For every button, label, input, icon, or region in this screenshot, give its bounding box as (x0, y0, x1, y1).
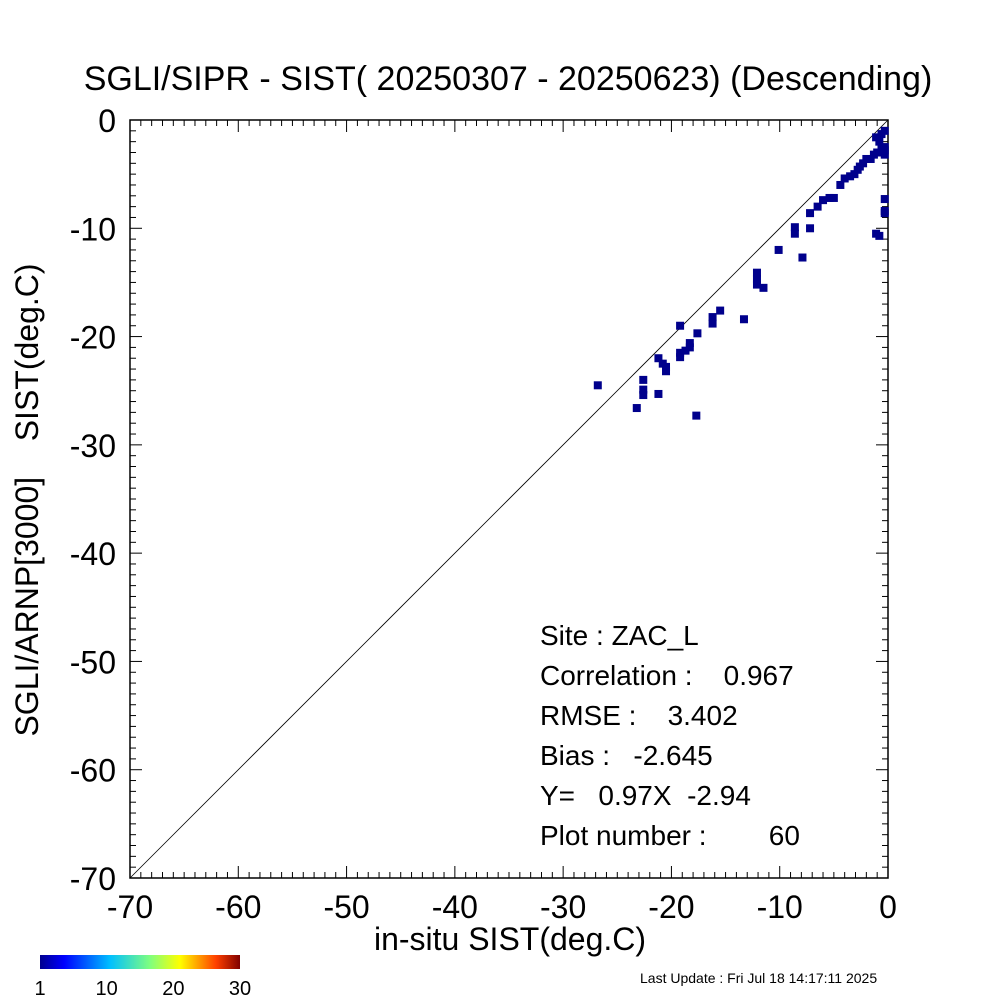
data-point (806, 209, 815, 218)
data-point (752, 268, 761, 277)
data-point (880, 150, 889, 159)
data-point (862, 154, 871, 163)
y-tick-label: -50 (70, 644, 116, 680)
data-point (877, 144, 886, 153)
colorbar (40, 955, 240, 969)
y-axis-label: SGLI/ARNP[3000] SIST(deg.C) (9, 263, 45, 736)
data-point (676, 348, 685, 357)
data-point (836, 180, 845, 189)
x-tick-label: -60 (215, 889, 261, 925)
y-tick-label: -60 (70, 753, 116, 789)
data-point (708, 313, 717, 322)
data-point (681, 346, 690, 355)
data-point (774, 245, 783, 254)
y-tick-label: -70 (70, 861, 116, 897)
x-tick-label: -50 (323, 889, 369, 925)
data-point (825, 193, 834, 202)
data-point (676, 353, 685, 362)
data-point (790, 223, 799, 232)
y-tick-label: -30 (70, 428, 116, 464)
data-point (875, 137, 884, 146)
data-point (866, 154, 875, 163)
data-point (859, 159, 868, 168)
data-point (850, 170, 859, 179)
data-point (639, 375, 648, 384)
data-point (877, 130, 886, 139)
data-point (880, 206, 889, 215)
stat-bias: Bias : -2.645 (540, 740, 713, 771)
y-tick-label: -20 (70, 320, 116, 356)
stat-plot-number: Plot number : 60 (540, 820, 800, 851)
data-point (829, 193, 838, 202)
x-tick-label: 0 (879, 889, 897, 925)
y-tick-label: -10 (70, 211, 116, 247)
data-point (875, 231, 884, 240)
data-point (654, 389, 663, 398)
colorbar-tick-label: 20 (162, 978, 184, 1000)
stat-regression: Y= 0.97X -2.94 (540, 780, 751, 811)
data-point (752, 280, 761, 289)
data-point (639, 391, 648, 400)
chart-title: SGLI/SIPR - SIST( 20250307 - 20250623) (… (84, 60, 933, 98)
last-update-text: Last Update : Fri Jul 18 14:17:11 2025 (640, 970, 878, 986)
stat-site: Site : ZAC_L (540, 620, 699, 651)
stat-rmse: RMSE : 3.402 (540, 700, 738, 731)
data-point (739, 315, 748, 324)
x-tick-label: -70 (107, 889, 153, 925)
data-point (819, 196, 828, 205)
x-tick-label: -20 (648, 889, 694, 925)
data-point (676, 321, 685, 330)
data-point (632, 404, 641, 413)
data-point (685, 339, 694, 348)
data-point (806, 224, 815, 233)
plot-area: -70 -60 -50 -40 -30 -20 -10 0 -70 -60 -50 -40 -30 -20… (70, 103, 897, 925)
data-point (873, 148, 882, 157)
data-point (880, 195, 889, 204)
data-point (846, 172, 855, 181)
stat-correlation: Correlation : 0.967 (540, 660, 794, 691)
x-axis-label: in-situ SIST(deg.C) (374, 921, 646, 957)
data-point (840, 174, 849, 183)
data-point (872, 133, 881, 142)
data-point (752, 275, 761, 284)
data-point (654, 354, 663, 363)
data-point (662, 367, 671, 376)
data-point (798, 253, 807, 262)
data-point (685, 343, 694, 352)
y-tick-label: 0 (98, 103, 116, 139)
data-point (759, 283, 768, 292)
x-tick-label: -40 (432, 889, 478, 925)
x-tick-label: -10 (757, 889, 803, 925)
data-point (708, 319, 717, 328)
data-point (662, 362, 671, 371)
data-point (593, 381, 602, 390)
data-point (639, 385, 648, 394)
data-point (790, 229, 799, 238)
data-point (813, 202, 822, 211)
data-point (693, 329, 702, 338)
data-point (692, 411, 701, 420)
one-to-one-line (129, 119, 889, 879)
x-tick-label: -30 (540, 889, 586, 925)
colorbar-tick-label: 10 (96, 978, 118, 1000)
colorbar-tick-label: 1 (34, 978, 45, 1000)
colorbar-ticks: 1 10 20 30 (34, 978, 251, 1000)
data-point (716, 306, 725, 315)
y-tick-label: -40 (70, 536, 116, 572)
colorbar-tick-label: 30 (229, 978, 251, 1000)
